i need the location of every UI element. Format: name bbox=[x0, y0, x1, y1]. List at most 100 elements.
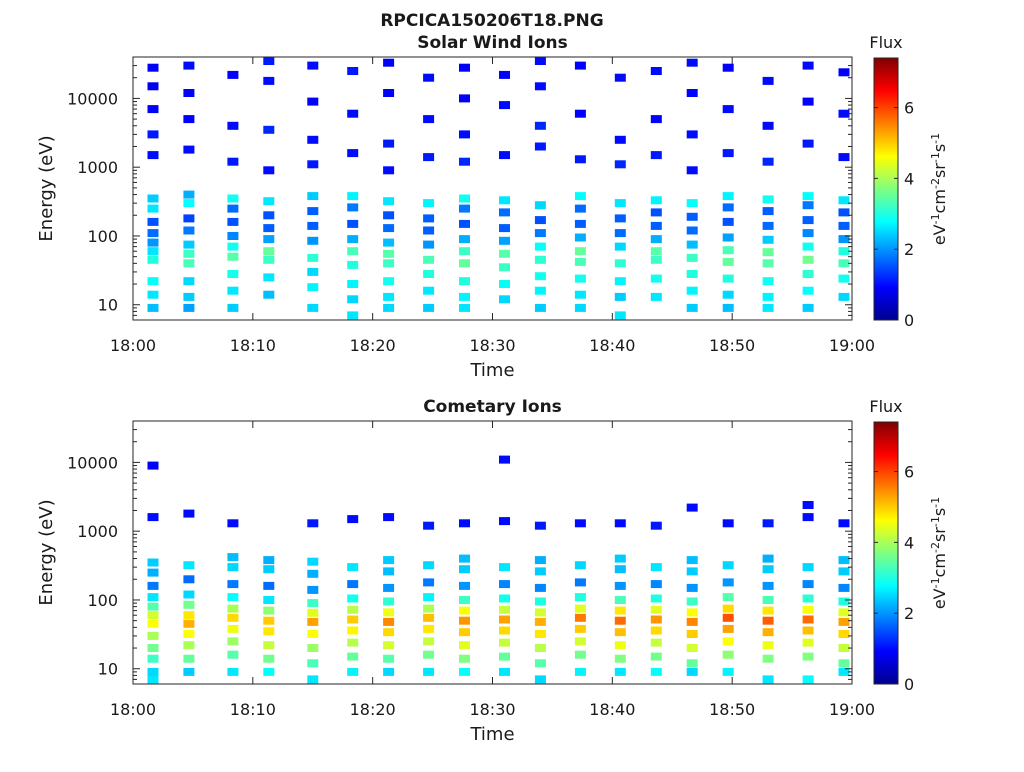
heatmap-cell bbox=[227, 232, 239, 240]
x-tick-label: 18:40 bbox=[589, 700, 635, 719]
heatmap-cell bbox=[614, 135, 626, 144]
heatmap-cell bbox=[802, 61, 814, 70]
heatmap-cell bbox=[838, 68, 850, 77]
heatmap-cell bbox=[614, 581, 626, 590]
heatmap-cell bbox=[307, 599, 319, 608]
heatmap-cell bbox=[263, 565, 275, 574]
heatmap-cell bbox=[183, 61, 195, 70]
unit-exponent: -2 bbox=[929, 178, 942, 189]
heatmap-cell bbox=[574, 613, 586, 622]
heatmap-cell bbox=[499, 263, 510, 272]
heatmap-cell bbox=[534, 57, 546, 65]
heatmap-cell bbox=[459, 130, 470, 139]
heatmap-cell bbox=[838, 659, 850, 668]
heatmap-cell bbox=[686, 556, 698, 565]
heatmap-cell bbox=[722, 274, 734, 283]
heatmap-cell bbox=[423, 650, 435, 659]
heatmap-cell bbox=[147, 204, 159, 213]
heatmap-cell bbox=[838, 153, 850, 162]
heatmap-cell bbox=[459, 94, 470, 103]
heatmap-cell bbox=[762, 259, 774, 268]
heatmap-cell bbox=[614, 214, 626, 223]
heatmap-cell bbox=[686, 58, 698, 67]
heatmap-cell bbox=[307, 283, 319, 292]
heatmap-cell bbox=[614, 292, 626, 301]
panel-cometary-ions: Cometary Ions 10 100 1000 10000 18:00 18:10 18:… bbox=[36, 397, 949, 745]
heatmap-cell bbox=[423, 286, 435, 295]
heatmap-cell bbox=[499, 517, 510, 526]
heatmap-cell bbox=[722, 105, 734, 114]
heatmap-cell bbox=[383, 58, 395, 67]
heatmap-cell bbox=[263, 596, 275, 604]
x-tick-label: 18:50 bbox=[709, 700, 755, 719]
unit-base: cm bbox=[930, 553, 949, 577]
heatmap-cell bbox=[722, 613, 734, 622]
colorbar-tick-label: 6 bbox=[904, 99, 914, 118]
heatmap-cell bbox=[183, 630, 195, 638]
heatmap-cell bbox=[499, 455, 510, 464]
panel-title: Solar Wind Ions bbox=[417, 33, 568, 53]
heatmap-cell bbox=[762, 675, 774, 684]
heatmap-cell bbox=[762, 121, 774, 130]
heatmap-cell bbox=[263, 235, 275, 244]
heatmap-cell bbox=[183, 509, 195, 518]
heatmap-cell bbox=[574, 667, 586, 676]
heatmap-cell bbox=[686, 212, 698, 221]
heatmap-cell bbox=[650, 115, 662, 124]
heatmap-cell bbox=[147, 568, 159, 577]
heatmap-cell bbox=[534, 675, 546, 684]
colorbar-tick-label: 0 bbox=[904, 675, 914, 694]
heatmap-cell bbox=[147, 63, 159, 72]
heatmap-cell bbox=[183, 590, 195, 599]
x-tick-label: 18:10 bbox=[230, 700, 276, 719]
heatmap-cell bbox=[614, 229, 626, 238]
heatmap-cell bbox=[650, 255, 662, 264]
heatmap-cell bbox=[423, 270, 435, 278]
heatmap-cell bbox=[838, 644, 850, 652]
heatmap-cell bbox=[383, 654, 395, 663]
heatmap-cell bbox=[534, 216, 546, 225]
heatmap-cell bbox=[614, 667, 626, 676]
heatmap-cell bbox=[423, 613, 435, 622]
heatmap-cell bbox=[383, 249, 395, 258]
heatmap-cell bbox=[307, 160, 319, 169]
heatmap-cell bbox=[650, 638, 662, 647]
heatmap-cell bbox=[650, 208, 662, 217]
heatmap-cell bbox=[423, 255, 435, 264]
heatmap-cell bbox=[614, 199, 626, 208]
heatmap-cell bbox=[686, 644, 698, 652]
plot-area-frame bbox=[132, 56, 853, 321]
heatmap-cell bbox=[574, 290, 586, 299]
heatmap-cell bbox=[459, 219, 470, 228]
heatmap-cell bbox=[686, 667, 698, 676]
heatmap-cell bbox=[347, 247, 359, 256]
heatmap-cell bbox=[722, 578, 734, 587]
heatmap-cell bbox=[147, 290, 159, 299]
heatmap-cell bbox=[459, 667, 470, 676]
plot-area-frame bbox=[132, 420, 853, 685]
heatmap-cell bbox=[383, 238, 395, 247]
heatmap-cell bbox=[183, 240, 195, 249]
heatmap-cell bbox=[722, 650, 734, 659]
heatmap-cell bbox=[383, 597, 395, 606]
heatmap-cell bbox=[347, 295, 359, 304]
heatmap-cell bbox=[307, 675, 319, 684]
heatmap-cell bbox=[459, 157, 470, 166]
heatmap-cell bbox=[686, 597, 698, 606]
heatmap-cell bbox=[147, 238, 159, 247]
heatmap-cell bbox=[383, 567, 395, 576]
heatmap-cell bbox=[459, 596, 470, 604]
heatmap-cell bbox=[227, 242, 239, 251]
colorbar-tick-label: 2 bbox=[904, 604, 914, 623]
heatmap-cell bbox=[147, 593, 159, 602]
colorbar-tick-label: 0 bbox=[904, 311, 914, 330]
heatmap-cell bbox=[614, 596, 626, 604]
heatmap-cell bbox=[227, 270, 239, 278]
heatmap-cell bbox=[459, 292, 470, 301]
heatmap-cell bbox=[574, 303, 586, 312]
heatmap-cell bbox=[147, 247, 159, 256]
heatmap-cell bbox=[534, 121, 546, 130]
heatmap-cell bbox=[423, 624, 435, 633]
heatmap-cell bbox=[802, 652, 814, 661]
